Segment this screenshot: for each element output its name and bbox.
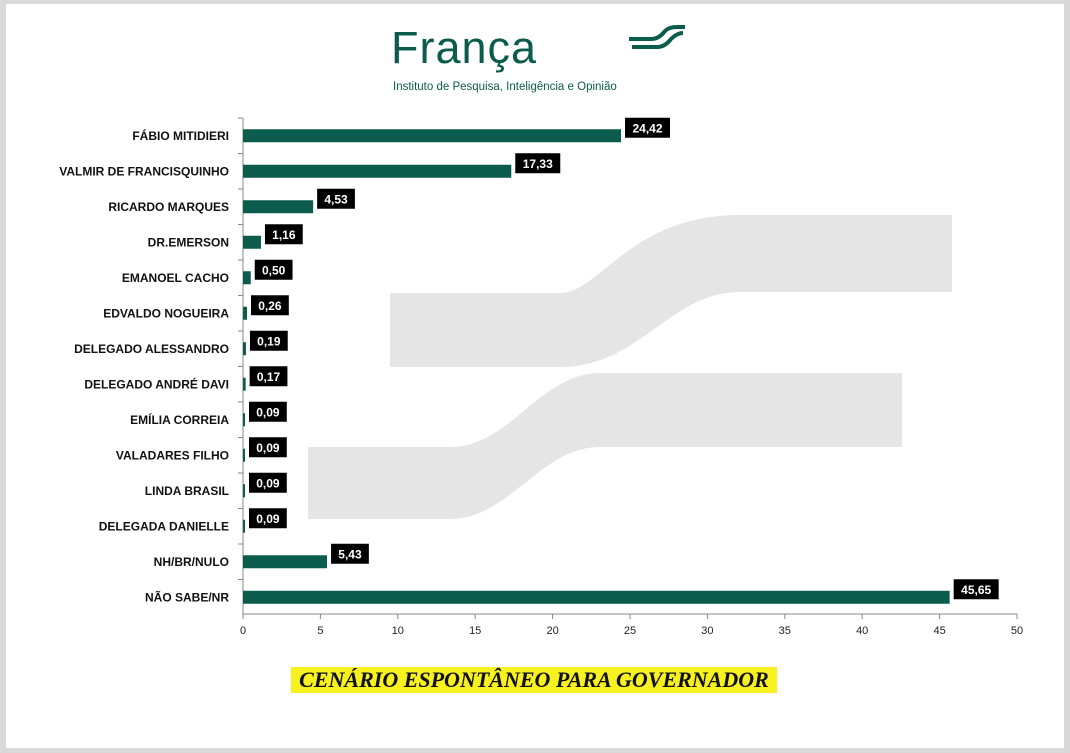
x-tick-label: 45 bbox=[933, 625, 945, 637]
bar bbox=[243, 342, 246, 356]
category-label: DELEGADO ANDRÉ DAVI bbox=[84, 376, 229, 391]
bar bbox=[243, 484, 245, 498]
x-tick-label: 5 bbox=[317, 625, 323, 637]
data-label-box bbox=[249, 472, 287, 493]
brand-tagline: Instituto de Pesquisa, Inteligência e Op… bbox=[393, 81, 617, 93]
x-tick-label: 15 bbox=[469, 625, 481, 637]
bar bbox=[243, 271, 251, 285]
bar bbox=[243, 306, 248, 320]
bar bbox=[243, 235, 261, 249]
category-label: RICARDO MARQUES bbox=[108, 200, 229, 214]
x-tick-label: 20 bbox=[546, 625, 558, 637]
bar bbox=[243, 129, 622, 143]
data-label-box bbox=[331, 543, 369, 564]
bar bbox=[243, 164, 512, 178]
bar bbox=[243, 519, 245, 533]
bar bbox=[243, 200, 314, 214]
bar bbox=[243, 555, 328, 569]
plot-area: 0 5 10 15 20 25 30 35 40 45 50 FÁBIO MITIDIERI 24,42… bbox=[59, 117, 1023, 637]
data-label: 24,42 bbox=[633, 121, 663, 135]
data-label-box bbox=[317, 188, 355, 209]
x-tick-label: 10 bbox=[392, 625, 404, 637]
category-label: DELEGADA DANIELLE bbox=[99, 519, 229, 533]
category-label: EMÍLIA CORREIA bbox=[130, 412, 229, 427]
data-label-box bbox=[264, 224, 303, 245]
category-label: VALMIR DE FRANCISQUINHO bbox=[59, 164, 229, 178]
bar bbox=[243, 590, 950, 604]
data-label: 1,16 bbox=[272, 228, 296, 242]
category-label: LINDA BRASIL bbox=[145, 484, 229, 498]
x-tick-label: 35 bbox=[779, 625, 791, 637]
data-label: 0,09 bbox=[256, 476, 280, 490]
data-label: 0,19 bbox=[257, 334, 281, 348]
data-label-box bbox=[249, 437, 287, 458]
x-tick-label: 0 bbox=[240, 625, 246, 637]
data-label: 45,65 bbox=[961, 583, 991, 597]
data-label-box bbox=[254, 259, 293, 280]
data-label: 17,33 bbox=[523, 157, 553, 171]
bar bbox=[243, 377, 246, 391]
data-label-box bbox=[249, 366, 288, 387]
category-label: DR.EMERSON bbox=[148, 235, 229, 249]
category-label: EDVALDO NOGUEIRA bbox=[103, 306, 229, 320]
brand-header: França Instituto de Pesquisa, Inteligênc… bbox=[386, 22, 686, 97]
brand-logo-text: França bbox=[391, 22, 538, 73]
data-label: 0,26 bbox=[258, 299, 282, 313]
data-label: 5,43 bbox=[338, 547, 362, 561]
x-tick-label: 50 bbox=[1011, 625, 1023, 637]
x-tick-label: 25 bbox=[624, 625, 636, 637]
data-label-box bbox=[515, 153, 561, 174]
data-label-box bbox=[625, 117, 671, 138]
data-label-box bbox=[953, 579, 999, 600]
x-tick-label: 30 bbox=[701, 625, 713, 637]
data-label: 4,53 bbox=[324, 192, 348, 206]
data-label: 0,17 bbox=[257, 370, 281, 384]
bar bbox=[243, 413, 245, 427]
data-label-box bbox=[251, 295, 289, 316]
data-label: 0,09 bbox=[256, 441, 280, 455]
data-label: 0,09 bbox=[256, 512, 280, 526]
brand-logo-mark-icon bbox=[629, 25, 685, 49]
data-label-box bbox=[249, 401, 287, 422]
category-label: NH/BR/NULO bbox=[154, 555, 229, 569]
category-label: DELEGADO ALESSANDRO bbox=[74, 342, 229, 356]
x-tick-label: 40 bbox=[856, 625, 868, 637]
category-label: FÁBIO MITIDIERI bbox=[132, 128, 229, 143]
watermark-logo bbox=[308, 215, 952, 519]
data-label-box bbox=[249, 508, 287, 529]
data-label-box bbox=[249, 330, 288, 351]
category-label: EMANOEL CACHO bbox=[122, 271, 229, 285]
data-label: 0,09 bbox=[256, 405, 280, 419]
data-label: 0,50 bbox=[262, 263, 286, 277]
category-label: VALADARES FILHO bbox=[116, 448, 229, 462]
bar bbox=[243, 448, 245, 462]
category-label: NÃO SABE/NR bbox=[145, 589, 229, 604]
chart-caption: CENÁRIO ESPONTÂNEO PARA GOVERNADOR bbox=[291, 667, 777, 693]
